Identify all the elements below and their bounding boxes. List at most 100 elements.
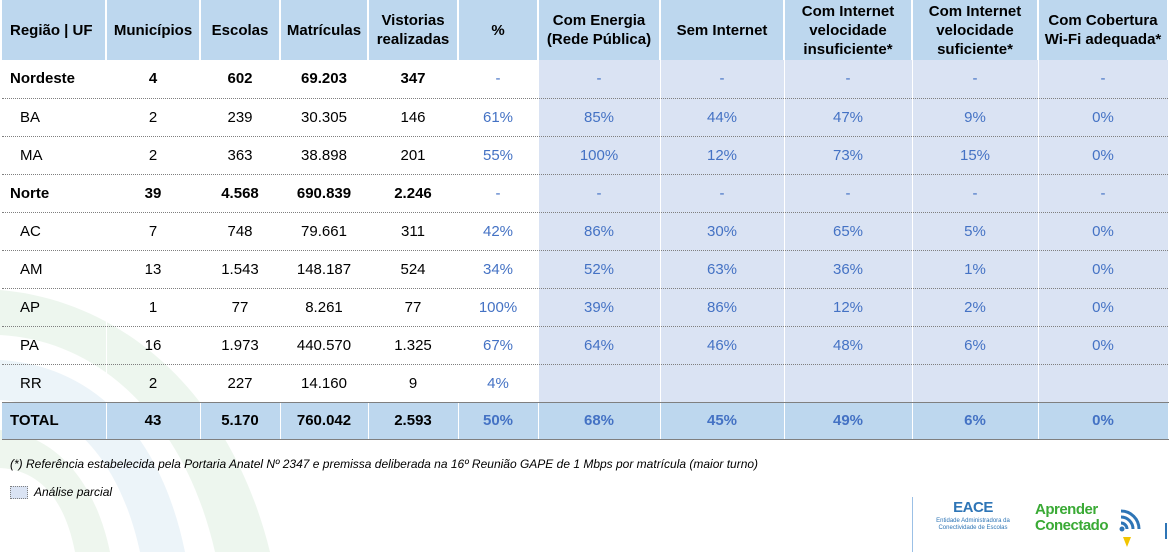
cell-matriculas: 440.570 (280, 326, 369, 365)
cell-vistorias: 1.325 (368, 326, 459, 365)
header-com-energia: Com Energia (Rede Pública) (538, 0, 661, 60)
cell-wifi-adequada: 0% (1037, 136, 1169, 175)
cell-matriculas: 690.839 (280, 174, 369, 213)
cell-percent: 67% (458, 326, 539, 365)
wifi-icon (1119, 509, 1141, 547)
cell-regiao-uf: Nordeste (2, 60, 107, 99)
cell-matriculas: 30.305 (280, 98, 369, 137)
cell-vistorias: 146 (368, 98, 459, 137)
table-row: BA 2 239 30.305 146 61% 85% 44% 47% 9% 0% (2, 98, 1169, 137)
cell-escolas: 1.973 (200, 326, 281, 365)
cell-internet-insuficiente (783, 364, 913, 403)
cell-com-energia (537, 364, 661, 403)
cell-regiao-uf: PA (2, 326, 107, 365)
cell-internet-insuficiente: 12% (783, 288, 913, 327)
total-cell-escolas: 5.170 (200, 401, 281, 440)
cell-internet-insuficiente: 47% (783, 98, 913, 137)
cell-com-energia: 100% (537, 136, 661, 175)
region-row: Norte 39 4.568 690.839 2.246- - - - - - (2, 174, 1169, 213)
cell-municipios: 2 (106, 364, 201, 403)
cell-wifi-adequada: 0% (1037, 98, 1169, 137)
cell-percent: - (458, 60, 539, 99)
cell-internet-suficiente: 5% (911, 212, 1039, 251)
eace-logo-name: EACE (953, 499, 993, 516)
total-cell-regiao-uf: TOTAL (2, 401, 107, 440)
cell-vistorias: 2.246 (368, 174, 459, 213)
cell-internet-suficiente: 6% (911, 326, 1039, 365)
total-cell-matriculas: 760.042 (280, 401, 369, 440)
cell-internet-suficiente: - (911, 174, 1039, 213)
cell-wifi-adequada: - (1037, 174, 1169, 213)
cell-percent: 34% (458, 250, 539, 289)
header-wifi-adequada: Com Cobertura Wi-Fi adequada* (1038, 0, 1169, 60)
footnote: (*) Referência estabelecida pela Portari… (10, 457, 759, 471)
cell-internet-insuficiente: - (783, 174, 913, 213)
cell-regiao-uf: AC (2, 212, 107, 251)
cell-matriculas: 148.187 (280, 250, 369, 289)
total-cell-wifi-adequada: 0% (1037, 401, 1169, 440)
cell-escolas: 227 (200, 364, 281, 403)
cell-matriculas: 14.160 (280, 364, 369, 403)
cell-wifi-adequada: 0% (1037, 250, 1169, 289)
cell-com-energia: 39% (537, 288, 661, 327)
cell-com-energia: 64% (537, 326, 661, 365)
header-vistorias: Vistorias realizadas (368, 0, 459, 60)
cell-escolas: 4.568 (200, 174, 281, 213)
cell-sem-internet: 46% (659, 326, 785, 365)
aprender-logo-line2: Conectado (1035, 517, 1109, 534)
cell-wifi-adequada: - (1037, 60, 1169, 99)
cell-sem-internet: 86% (659, 288, 785, 327)
table-row: AM 13 1.543 148.187 524 34% 52% 63% 36% 1% 0% (2, 250, 1169, 289)
logos-area: EACE Entidade Administradora da Conectiv… (912, 497, 1169, 552)
table-row: RR 2 227 14.160 9 4% (2, 364, 1169, 403)
cell-municipios: 16 (106, 326, 201, 365)
cell-percent: 55% (458, 136, 539, 175)
header-sem-internet: Sem Internet (660, 0, 785, 60)
total-cell-internet-suficiente: 6% (911, 401, 1039, 440)
total-cell-sem-internet: 45% (659, 401, 785, 440)
cell-internet-insuficiente: - (783, 60, 913, 99)
cell-escolas: 1.543 (200, 250, 281, 289)
cell-municipios: 4 (106, 60, 201, 99)
cell-com-energia: 86% (537, 212, 661, 251)
cell-wifi-adequada: 0% (1037, 326, 1169, 365)
header-percent: % (458, 0, 539, 60)
cell-internet-suficiente: 2% (911, 288, 1039, 327)
legend-label: Análise parcial (34, 485, 113, 499)
cell-internet-insuficiente: 48% (783, 326, 913, 365)
cell-percent: 4% (458, 364, 539, 403)
cell-percent: 61% (458, 98, 539, 137)
divider (1165, 523, 1167, 539)
cell-municipios: 7 (106, 212, 201, 251)
schools-connectivity-table: Região | UF Municípios Escolas Matrículas Vi… (2, 0, 1169, 440)
header-internet-insuficiente: Com Internet velocidade insuficiente* (784, 0, 913, 60)
cell-vistorias: 524 (368, 250, 459, 289)
cell-municipios: 2 (106, 98, 201, 137)
cell-municipios: 1 (106, 288, 201, 327)
total-cell-vistorias: 2.593 (368, 401, 459, 440)
aprender-logo-line1: Aprender (1035, 501, 1098, 518)
cell-com-energia: 52% (537, 250, 661, 289)
cell-matriculas: 38.898 (280, 136, 369, 175)
cell-wifi-adequada: 0% (1037, 288, 1169, 327)
cell-internet-insuficiente: 73% (783, 136, 913, 175)
cell-internet-suficiente (911, 364, 1039, 403)
total-cell-com-energia: 68% (537, 401, 661, 440)
total-row: TOTAL 43 5.170 760.042 2.593 50% 68% 45% 49% 6% 0% (2, 401, 1169, 440)
table-row: AP 1 77 8.261 77 100% 39% 86% 12% 2% 0% (2, 288, 1169, 327)
cell-regiao-uf: BA (2, 98, 107, 137)
header-regiao-uf: Região | UF (2, 0, 107, 60)
cell-sem-internet: 63% (659, 250, 785, 289)
cell-escolas: 239 (200, 98, 281, 137)
total-cell-municipios: 43 (106, 401, 201, 440)
cell-escolas: 77 (200, 288, 281, 327)
cell-wifi-adequada: 0% (1037, 212, 1169, 251)
cell-municipios: 2 (106, 136, 201, 175)
cell-regiao-uf: MA (2, 136, 107, 175)
cell-vistorias: 311 (368, 212, 459, 251)
table-row: PA 16 1.973 440.570 1.325 67% 64% 46% 48% 6% 0% (2, 326, 1169, 365)
cell-sem-internet (659, 364, 785, 403)
cell-percent: 100% (458, 288, 539, 327)
cell-com-energia: - (537, 174, 661, 213)
cell-regiao-uf: RR (2, 364, 107, 403)
